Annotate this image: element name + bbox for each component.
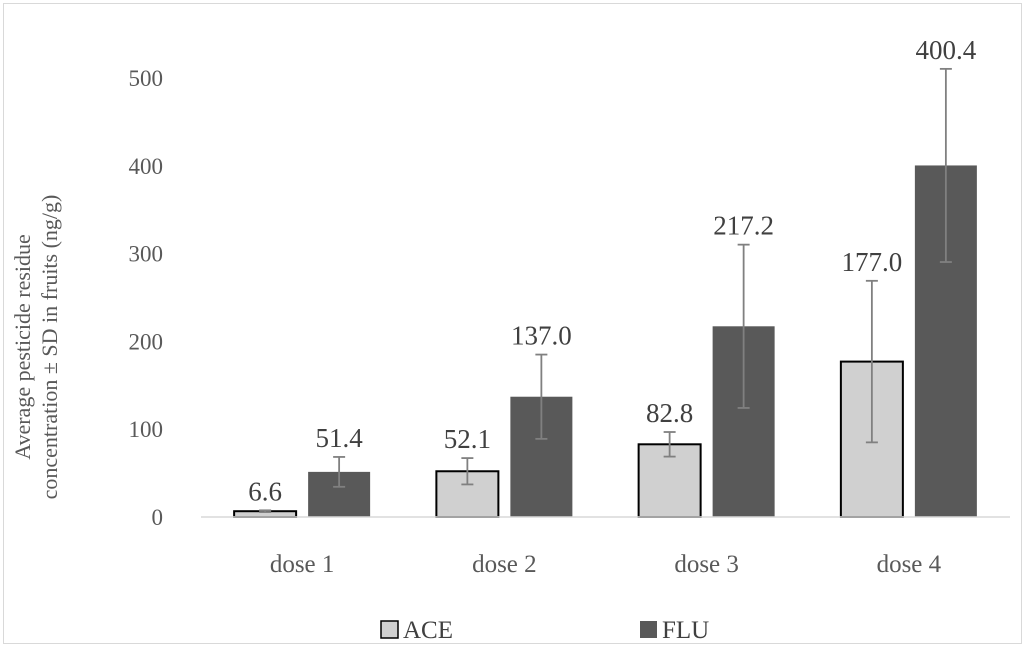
data-label-ace-dose-4: 177.0: [842, 247, 903, 277]
y-axis-title-line-2: concentration ± SD in fruits (ng/g): [37, 195, 62, 500]
y-tick-label: 0: [152, 505, 164, 530]
data-label-flu-dose-4: 400.4: [916, 35, 977, 65]
error-bar-flu-dose-4: [939, 67, 952, 263]
error-bar-flu-dose-3: [737, 243, 750, 409]
legend-item-flu: FLU: [640, 617, 709, 644]
data-label-ace-dose-1: 6.6: [248, 476, 282, 506]
error-bar-ace-dose-2: [461, 457, 474, 486]
x-tick-labels: dose 1 dose 2 dose 3 dose 4: [270, 551, 942, 578]
x-tick-label: dose 3: [674, 551, 739, 578]
error-bar-flu-dose-1: [333, 456, 346, 488]
data-label-flu-dose-1: 51.4: [316, 423, 364, 453]
bars: [233, 165, 977, 519]
legend-label-ace: ACE: [403, 617, 453, 644]
y-axis-title: Average pesticide residue concentration …: [10, 195, 62, 500]
legend-swatch-ace: [380, 620, 399, 639]
legend: ACE FLU: [380, 617, 709, 644]
x-tick-label: dose 4: [877, 551, 942, 578]
y-tick-label: 200: [129, 329, 164, 354]
legend-swatch-flu: [640, 621, 657, 638]
data-labels: 6.6 51.4 52.1 137.0 82.8 217.2 177.0 400.4: [248, 35, 977, 506]
data-label-flu-dose-2: 137.0: [511, 321, 572, 351]
legend-label-flu: FLU: [662, 617, 709, 644]
chart-frame: [3, 3, 1022, 644]
y-tick-label: 500: [129, 66, 164, 91]
y-tick-label: 300: [129, 242, 164, 267]
error-bars: [259, 67, 952, 513]
y-axis-title-line-1: Average pesticide residue: [10, 234, 35, 460]
data-label-ace-dose-2: 52.1: [444, 424, 491, 454]
x-tick-label: dose 2: [472, 551, 537, 578]
x-tick-label: dose 1: [270, 551, 335, 578]
y-tick-labels: 0 100 200 300 400 500: [129, 66, 164, 530]
error-bar-ace-dose-4: [865, 279, 878, 444]
error-bar-flu-dose-2: [535, 353, 548, 440]
y-tick-label: 400: [129, 154, 164, 179]
data-label-flu-dose-3: 217.2: [713, 211, 774, 241]
legend-item-ace: ACE: [380, 617, 453, 644]
error-bar-ace-dose-3: [663, 431, 676, 458]
y-tick-label: 100: [129, 417, 164, 442]
error-bar-ace-dose-1: [259, 509, 272, 513]
data-label-ace-dose-3: 82.8: [646, 398, 693, 428]
